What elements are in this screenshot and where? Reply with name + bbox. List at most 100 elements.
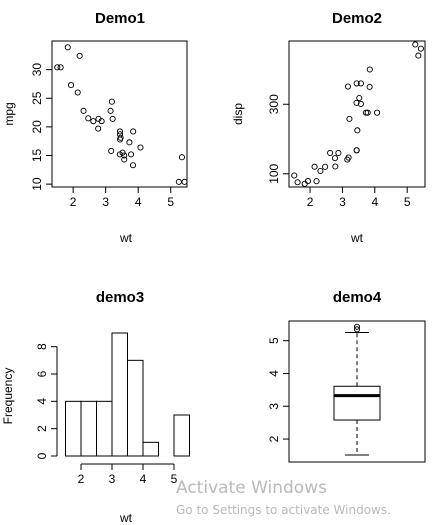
data-point	[76, 52, 83, 59]
data-point	[304, 178, 311, 185]
data-point	[121, 156, 128, 163]
y-tick-label: 100	[267, 163, 281, 183]
x-tick-label: 4	[371, 195, 378, 209]
histogram-bar	[127, 359, 144, 457]
x-tick-label: 2	[307, 195, 314, 209]
data-point	[116, 128, 124, 135]
data-point	[364, 109, 371, 116]
data-point	[95, 115, 102, 122]
panel-demo4: demo4 2 3 4 5	[267, 289, 426, 463]
data-point	[116, 136, 124, 143]
data-point	[366, 66, 373, 73]
watermark-subtitle: Go to Settings to activate Windows.	[176, 503, 391, 517]
data-point	[109, 115, 116, 122]
panel-demo3: demo3 wt Frequency 2 3 4 5 0 2 4 6 8	[1, 289, 190, 525]
data-point	[374, 109, 381, 116]
data-point	[344, 156, 351, 163]
data-point	[74, 89, 81, 96]
data-point	[332, 163, 339, 170]
data-point	[415, 52, 422, 59]
x-tick-label: 4	[140, 472, 147, 486]
data-point	[137, 144, 144, 151]
data-point	[366, 83, 373, 90]
histogram-bar	[173, 414, 190, 457]
data-point	[175, 178, 182, 185]
data-point	[357, 100, 364, 107]
histogram-bar	[80, 400, 97, 457]
x-tick-label: 3	[102, 195, 109, 209]
data-point	[317, 167, 324, 175]
y-tick-label: 10	[30, 177, 44, 191]
data-point	[126, 139, 133, 146]
data-point	[116, 151, 123, 158]
data-point	[130, 128, 137, 135]
data-point	[95, 125, 102, 132]
y-tick-label: 2	[35, 425, 49, 432]
watermark-title: Activate Windows	[176, 478, 327, 498]
data-point	[346, 115, 353, 122]
x-tick-label: 5	[171, 472, 178, 486]
chart-title: demo4	[333, 289, 382, 306]
data-point	[80, 107, 87, 114]
y-tick-label: 4	[267, 370, 281, 377]
x-axis-label: wt	[119, 511, 133, 525]
panel-demo1: Demo1 wt mpg 2 3 4 5 10 15 20 25 30	[2, 10, 188, 245]
y-axis-label: Frequency	[1, 368, 15, 425]
plot-box	[51, 40, 188, 188]
data-point	[353, 147, 360, 154]
y-axis-label: mpg	[2, 102, 16, 125]
data-point	[412, 41, 419, 48]
y-tick-label: 25	[30, 91, 44, 105]
histogram-bar	[142, 441, 159, 457]
x-tick-label: 3	[109, 472, 116, 486]
data-point	[357, 80, 364, 87]
y-tick-label: 3	[267, 403, 281, 410]
data-point	[108, 147, 115, 154]
y-tick-label: 0	[35, 452, 49, 459]
data-point	[322, 163, 329, 170]
y-tick-label: 4	[35, 398, 49, 405]
plot-box	[288, 40, 426, 188]
data-point	[291, 172, 298, 179]
outlier-point	[353, 326, 361, 333]
x-axis-label: wt	[350, 231, 364, 245]
data-point	[85, 115, 92, 122]
data-point	[90, 118, 97, 125]
x-tick-label: 3	[339, 195, 346, 209]
y-tick-label: 15	[30, 149, 44, 163]
data-point	[107, 107, 114, 114]
data-point	[57, 64, 64, 71]
histogram-bar	[65, 400, 82, 457]
data-point	[354, 127, 361, 134]
data-point	[181, 178, 188, 185]
x-tick-label: 5	[404, 195, 411, 209]
y-tick-label: 30	[30, 63, 44, 77]
data-point	[313, 178, 320, 185]
activate-windows-watermark: Activate Windows Go to Settings to activ…	[176, 478, 391, 518]
data-point	[301, 180, 308, 187]
data-point	[67, 82, 75, 89]
x-tick-label: 4	[135, 195, 142, 209]
data-point	[127, 151, 135, 158]
data-point	[353, 99, 360, 106]
data-point	[363, 109, 370, 116]
y-tick-label: 8	[35, 343, 49, 350]
data-point	[54, 64, 61, 71]
x-tick-label: 5	[167, 195, 174, 209]
data-point	[129, 162, 137, 169]
box	[333, 385, 381, 421]
chart-title: Demo2	[332, 10, 382, 27]
data-point	[178, 154, 186, 161]
data-point	[417, 45, 424, 52]
y-tick-label: 300	[267, 94, 281, 114]
outlier-point	[353, 323, 361, 330]
y-tick-label: 6	[35, 370, 49, 377]
y-tick-label: 2	[267, 435, 281, 442]
panel-demo2: Demo2 wt disp 2 3 4 5 100 300	[231, 10, 426, 245]
data-point	[353, 80, 360, 87]
data-point	[344, 83, 351, 90]
chart-title: demo3	[96, 289, 144, 306]
x-tick-label: 2	[78, 472, 85, 486]
y-tick-label: 20	[30, 120, 44, 134]
